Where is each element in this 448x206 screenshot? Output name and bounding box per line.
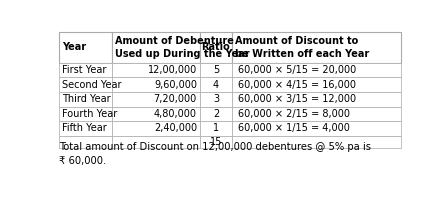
Text: 7,20,000: 7,20,000	[154, 94, 197, 104]
Text: Amount of Debenture
Used up During the Year: Amount of Debenture Used up During the Y…	[115, 36, 250, 59]
Bar	[200, 92, 232, 107]
Bar	[200, 32, 232, 63]
Bar	[60, 121, 112, 136]
Bar	[200, 121, 232, 136]
Text: Fifth Year: Fifth Year	[62, 123, 107, 133]
Text: 60,000 × 4/15 = 16,000: 60,000 × 4/15 = 16,000	[238, 80, 356, 90]
Bar	[60, 107, 112, 121]
Bar	[112, 77, 200, 92]
Bar	[60, 136, 112, 148]
Bar	[232, 107, 401, 121]
Text: 5: 5	[213, 65, 219, 75]
Bar	[200, 136, 232, 148]
Bar	[200, 107, 232, 121]
Bar	[200, 77, 232, 92]
Text: 60,000 × 3/15 = 12,000: 60,000 × 3/15 = 12,000	[238, 94, 356, 104]
Bar	[232, 32, 401, 63]
Bar	[60, 77, 112, 92]
Bar	[112, 107, 200, 121]
Bar	[112, 136, 200, 148]
Bar	[232, 121, 401, 136]
Text: Year: Year	[62, 42, 86, 52]
Text: 9,60,000: 9,60,000	[154, 80, 197, 90]
Text: ₹ 60,000.: ₹ 60,000.	[60, 156, 107, 166]
Text: 60,000 × 2/15 = 8,000: 60,000 × 2/15 = 8,000	[238, 109, 350, 119]
Text: First Year: First Year	[62, 65, 107, 75]
Text: 3: 3	[213, 94, 219, 104]
Bar	[232, 136, 401, 148]
Text: 4,80,000: 4,80,000	[154, 109, 197, 119]
Bar	[232, 77, 401, 92]
Text: 60,000 × 1/15 = 4,000: 60,000 × 1/15 = 4,000	[238, 123, 349, 133]
Bar	[200, 63, 232, 77]
Text: 1: 1	[213, 123, 219, 133]
Text: 12,00,000: 12,00,000	[148, 65, 197, 75]
Text: Ratio: Ratio	[202, 42, 230, 52]
Bar	[60, 92, 112, 107]
Bar	[112, 92, 200, 107]
Bar	[60, 63, 112, 77]
Text: 60,000 × 5/15 = 20,000: 60,000 × 5/15 = 20,000	[238, 65, 356, 75]
Bar	[112, 63, 200, 77]
Text: Amount of Discount to
be Written off each Year: Amount of Discount to be Written off eac…	[235, 36, 369, 59]
Text: 2: 2	[213, 109, 219, 119]
Text: 15: 15	[210, 137, 222, 147]
Bar	[232, 63, 401, 77]
Bar	[112, 32, 200, 63]
Text: 4: 4	[213, 80, 219, 90]
Text: Third Year: Third Year	[62, 94, 111, 104]
Bar	[112, 121, 200, 136]
Text: Total amount of Discount on 12,00,000 debentures @ 5% pa is: Total amount of Discount on 12,00,000 de…	[60, 142, 371, 152]
Text: 2,40,000: 2,40,000	[154, 123, 197, 133]
Text: Second Year: Second Year	[62, 80, 122, 90]
Bar	[60, 32, 112, 63]
Text: Fourth Year: Fourth Year	[62, 109, 117, 119]
Bar	[232, 92, 401, 107]
